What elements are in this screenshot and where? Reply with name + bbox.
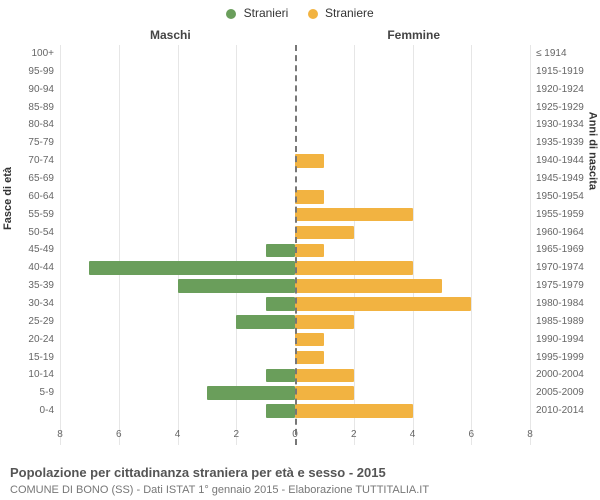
legend-female-label: Straniere — [325, 6, 374, 20]
birth-year-label: 1955-1959 — [530, 206, 584, 224]
legend-male-label: Stranieri — [244, 6, 289, 20]
right-side-title: Femmine — [387, 28, 440, 42]
pyramid-chart: Stranieri Straniere Maschi Femmine Fasce… — [0, 0, 600, 500]
age-label: 20-24 — [28, 331, 60, 349]
birth-year-label: 1915-1919 — [530, 63, 584, 81]
age-label: 0-4 — [40, 402, 60, 420]
left-side-title: Maschi — [150, 28, 191, 42]
x-tick-label: 4 — [410, 429, 416, 440]
age-label: 50-54 — [28, 224, 60, 242]
birth-year-label: 1965-1969 — [530, 241, 584, 259]
birth-year-label: 1920-1924 — [530, 81, 584, 99]
bar-male — [89, 261, 295, 275]
age-label: 55-59 — [28, 206, 60, 224]
bar-female — [295, 261, 413, 275]
bar-female — [295, 279, 442, 293]
legend-item-female: Straniere — [308, 6, 374, 20]
birth-year-label: 1980-1984 — [530, 295, 584, 313]
birth-year-label: 1960-1964 — [530, 224, 584, 242]
bar-female — [295, 386, 354, 400]
x-tick-label: 6 — [116, 429, 122, 440]
bar-female — [295, 208, 413, 222]
x-tick-label: 4 — [175, 429, 181, 440]
bar-female — [295, 244, 324, 258]
footer-subtitle: COMUNE DI BONO (SS) - Dati ISTAT 1° genn… — [10, 484, 429, 496]
birth-year-label: 1930-1934 — [530, 116, 584, 134]
birth-year-label: 1970-1974 — [530, 259, 584, 277]
age-label: 80-84 — [28, 116, 60, 134]
legend-item-male: Stranieri — [226, 6, 288, 20]
age-label: 25-29 — [28, 313, 60, 331]
birth-year-label: 1940-1944 — [530, 152, 584, 170]
bar-male — [266, 244, 295, 258]
x-tick-label: 8 — [527, 429, 533, 440]
age-label: 65-69 — [28, 170, 60, 188]
birth-year-label: 1995-1999 — [530, 349, 584, 367]
age-label: 5-9 — [40, 384, 60, 402]
birth-year-label: 1935-1939 — [530, 134, 584, 152]
footer-title: Popolazione per cittadinanza straniera p… — [10, 465, 386, 480]
birth-year-label: 2005-2009 — [530, 384, 584, 402]
x-tick-label: 2 — [233, 429, 239, 440]
bar-female — [295, 351, 324, 365]
age-label: 45-49 — [28, 241, 60, 259]
birth-year-label: 1985-1989 — [530, 313, 584, 331]
bar-female — [295, 404, 413, 418]
y-axis-right-title: Anni di nascita — [586, 112, 598, 190]
y-axis-left-title: Fasce di età — [2, 167, 14, 230]
bar-male — [236, 315, 295, 329]
age-label: 15-19 — [28, 349, 60, 367]
x-tick-label: 6 — [468, 429, 474, 440]
x-tick-label: 2 — [351, 429, 357, 440]
age-label: 60-64 — [28, 188, 60, 206]
legend: Stranieri Straniere — [0, 6, 600, 20]
age-label: 35-39 — [28, 277, 60, 295]
age-label: 100+ — [31, 45, 60, 63]
age-label: 75-79 — [28, 134, 60, 152]
plot-area: 100+≤ 191495-991915-191990-941920-192485… — [60, 45, 530, 445]
birth-year-label: 1990-1994 — [530, 331, 584, 349]
bar-female — [295, 226, 354, 240]
bar-female — [295, 369, 354, 383]
male-swatch-icon — [226, 9, 236, 19]
bar-male — [207, 386, 295, 400]
x-tick-label: 8 — [57, 429, 63, 440]
birth-year-label: 1925-1929 — [530, 99, 584, 117]
bar-male — [178, 279, 296, 293]
age-label: 40-44 — [28, 259, 60, 277]
birth-year-label: ≤ 1914 — [530, 45, 567, 63]
age-label: 30-34 — [28, 295, 60, 313]
female-swatch-icon — [308, 9, 318, 19]
bar-female — [295, 154, 324, 168]
birth-year-label: 1975-1979 — [530, 277, 584, 295]
birth-year-label: 1945-1949 — [530, 170, 584, 188]
age-label: 90-94 — [28, 81, 60, 99]
bar-female — [295, 333, 324, 347]
bar-male — [266, 297, 295, 311]
bar-female — [295, 315, 354, 329]
bar-male — [266, 404, 295, 418]
birth-year-label: 2010-2014 — [530, 402, 584, 420]
bar-female — [295, 297, 471, 311]
bar-male — [266, 369, 295, 383]
bar-female — [295, 190, 324, 204]
birth-year-label: 2000-2004 — [530, 366, 584, 384]
age-label: 70-74 — [28, 152, 60, 170]
age-label: 10-14 — [28, 366, 60, 384]
center-line — [295, 45, 297, 445]
age-label: 95-99 — [28, 63, 60, 81]
age-label: 85-89 — [28, 99, 60, 117]
birth-year-label: 1950-1954 — [530, 188, 584, 206]
